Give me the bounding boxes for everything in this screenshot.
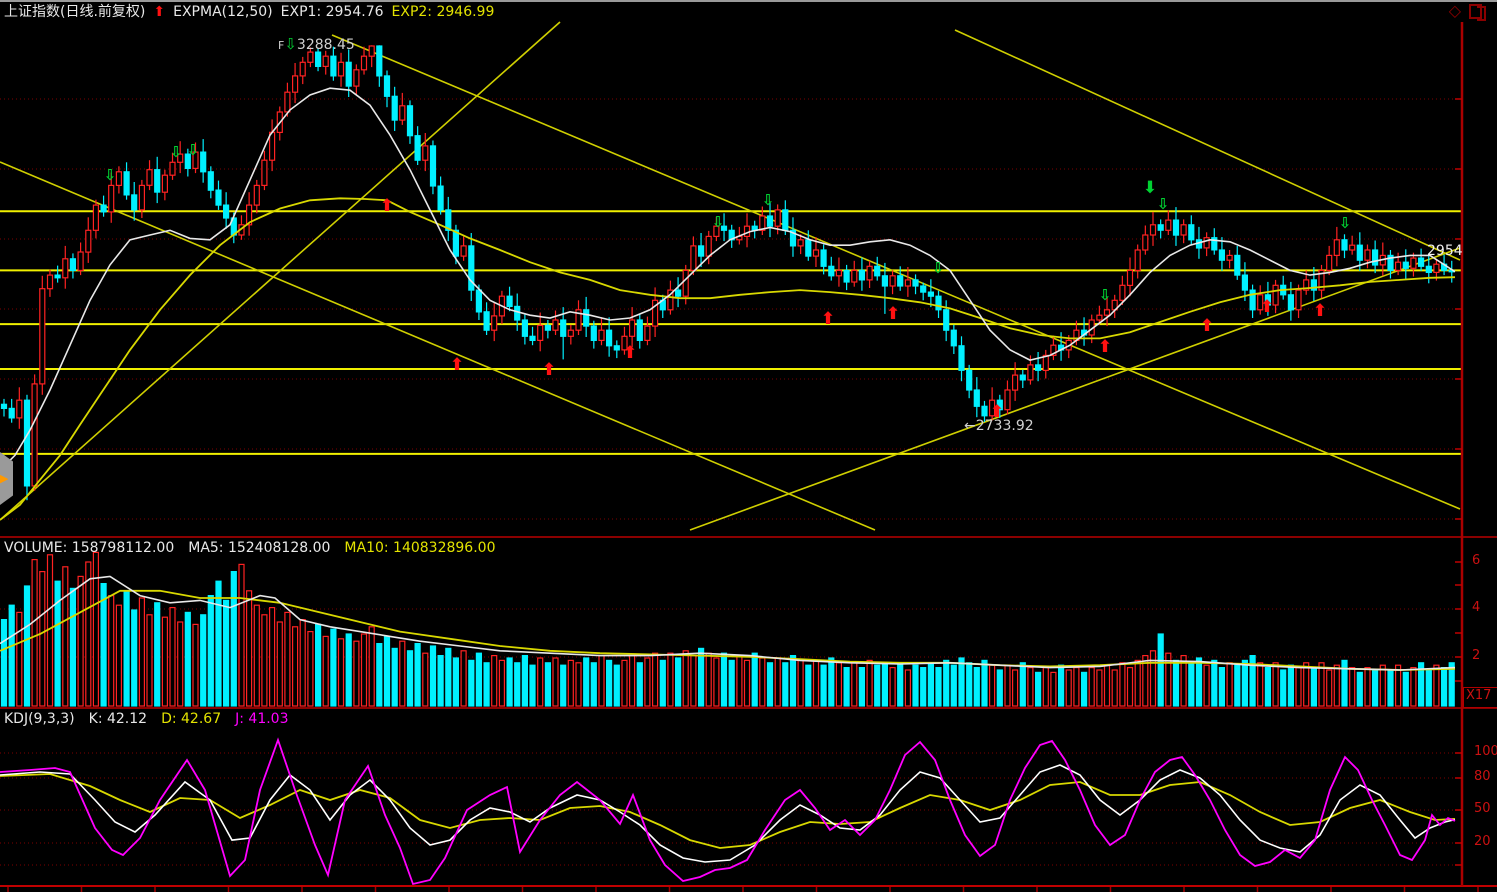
kdj-pane-header: KDJ(9,3,3) K: 42.12 D: 42.67 J: 41.03 xyxy=(4,711,288,727)
peak-sell-arrow-icon: ⇩ xyxy=(284,35,297,53)
sell-signal-arrow-icon: ⇩ xyxy=(761,191,775,209)
buy-signal-arrow-icon: ⬆ xyxy=(449,355,465,375)
volume-axis-label: 4 xyxy=(1472,600,1481,615)
buy-signal-arrow-icon: ⬆ xyxy=(1312,301,1328,321)
peak-price-label: F⇩3288.45 xyxy=(278,35,355,53)
exp2-value: EXP2: 2946.99 xyxy=(391,4,495,20)
buy-signal-arrow-icon: ⬆ xyxy=(541,360,557,380)
window-top-edge xyxy=(0,0,1497,2)
restore-window-icon[interactable] xyxy=(1469,4,1487,21)
peak-flag: F xyxy=(278,39,285,52)
expand-arrow-icon: ▶ xyxy=(0,472,9,485)
volume-scale-multiplier: X17 xyxy=(1463,687,1497,708)
last-price-tag: 2954 xyxy=(1427,243,1463,259)
buy-signal-arrow-icon: ⬆ xyxy=(1259,297,1275,317)
trough-left-arrow-icon: ← xyxy=(964,418,976,434)
instrument-title: 上证指数(日线.前复权) xyxy=(4,4,146,20)
buy-signal-arrow-icon: ⬆ xyxy=(379,196,395,216)
buy-signal-arrow-icon: ⬆ xyxy=(885,304,901,324)
volume-value: VOLUME: 158798112.00 xyxy=(4,540,175,556)
buy-signal-arrow-icon: ⬆ xyxy=(1097,337,1113,357)
indicator-name: EXPMA(12,50) xyxy=(173,4,273,20)
kdj-axis-label: 80 xyxy=(1474,769,1491,784)
sell-signal-arrow-icon: ⇩ xyxy=(1156,195,1170,213)
main-chart-header: 上证指数(日线.前复权) ⬆ EXPMA(12,50) EXP1: 2954.7… xyxy=(0,2,1497,22)
volume-axis-label: 2 xyxy=(1472,648,1481,663)
kdj-name: KDJ(9,3,3) xyxy=(4,711,75,727)
sell-signal-arrow-icon: ⇩ xyxy=(1338,214,1352,232)
buy-signal-arrow-icon: ⬆ xyxy=(622,343,638,363)
buy-signal-arrow-icon: ⬆ xyxy=(1199,316,1215,336)
kdj-d-value: D: 42.67 xyxy=(161,711,222,727)
sell-signal-arrow-icon: ⇩ xyxy=(1098,286,1112,304)
kdj-axis-label: 50 xyxy=(1474,801,1491,816)
sell-signal-arrow-icon: ⇩ xyxy=(186,141,200,159)
sell-signal-arrow-icon: ⇩ xyxy=(103,166,117,184)
buy-signal-arrow-icon: ⬆ xyxy=(820,309,836,329)
sell-signal-arrow-icon: ⇩ xyxy=(931,259,945,277)
exp1-value: EXP1: 2954.76 xyxy=(280,4,384,20)
window-controls: ◇ xyxy=(1448,1,1487,21)
kdj-j-value: J: 41.03 xyxy=(235,711,289,727)
sell-signal-filled-arrow-icon: ⬇ xyxy=(1142,178,1158,198)
diamond-icon[interactable]: ◇ xyxy=(1448,1,1461,20)
kdj-k-value: K: 42.12 xyxy=(88,711,148,727)
left-scroll-handle[interactable]: ▶ xyxy=(0,452,13,505)
volume-axis-label: 6 xyxy=(1472,553,1481,568)
sell-signal-arrow-icon: ⇩ xyxy=(169,143,183,161)
kdj-axis-label: 100 xyxy=(1474,744,1497,759)
buy-signal-arrow-icon: ⬆ xyxy=(989,402,1005,422)
volume-pane-header: VOLUME: 158798112.00 MA5: 152408128.00 M… xyxy=(4,540,495,556)
kdj-axis-label: 20 xyxy=(1474,834,1491,849)
trough-price-label: ←2733.92 xyxy=(964,418,1034,434)
sell-signal-arrow-icon: ⇩ xyxy=(711,213,725,231)
signal-up-arrow-icon: ⬆ xyxy=(153,4,166,20)
volume-ma10-value: MA10: 140832896.00 xyxy=(344,540,496,556)
volume-ma5-value: MA5: 152408128.00 xyxy=(188,540,331,556)
